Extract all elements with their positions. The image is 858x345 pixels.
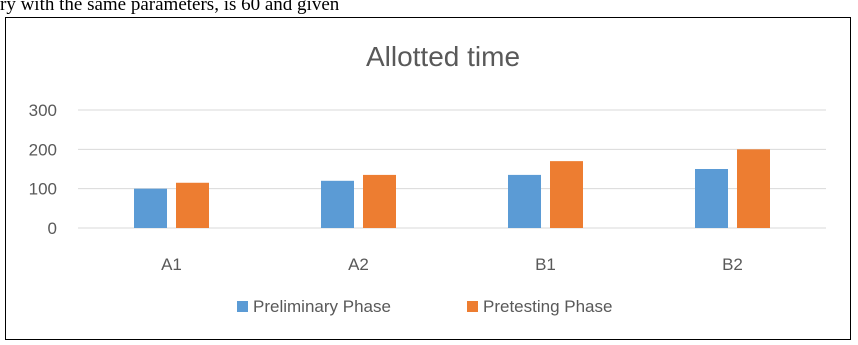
legend-swatch-1 — [237, 301, 248, 312]
bar-B1-series-2 — [550, 161, 583, 228]
bar-B2-series-1 — [695, 169, 728, 228]
y-tick-label-100: 100 — [29, 180, 57, 199]
x-axis-ticks: A1 A2 B1 B2 — [161, 255, 743, 274]
y-axis-ticks: 0 100 200 300 — [29, 101, 57, 238]
bar-A2-series-2 — [363, 174, 396, 228]
bar-B2-series-2 — [737, 149, 770, 228]
x-tick-label-B2: B2 — [722, 255, 743, 274]
x-tick-label-A1: A1 — [161, 255, 182, 274]
chart-title: Allotted time — [366, 41, 520, 72]
x-tick-label-B1: B1 — [535, 255, 556, 274]
x-tick-label-A2: A2 — [348, 255, 369, 274]
legend-swatch-2 — [467, 301, 478, 312]
bar-A1-series-2 — [176, 182, 209, 228]
bar-A2-series-1 — [321, 180, 354, 228]
legend-label-1: Preliminary Phase — [253, 297, 391, 316]
y-tick-label-200: 200 — [29, 140, 57, 159]
bar-A1-series-1 — [134, 188, 167, 228]
page-top-text: ry with the same parameters, is 60 and g… — [0, 0, 340, 15]
legend: Preliminary Phase Pretesting Phase — [237, 297, 612, 316]
legend-label-2: Pretesting Phase — [483, 297, 612, 316]
y-tick-label-300: 300 — [29, 101, 57, 120]
bars — [134, 149, 770, 228]
bar-B1-series-1 — [508, 174, 541, 228]
y-tick-label-0: 0 — [48, 219, 57, 238]
